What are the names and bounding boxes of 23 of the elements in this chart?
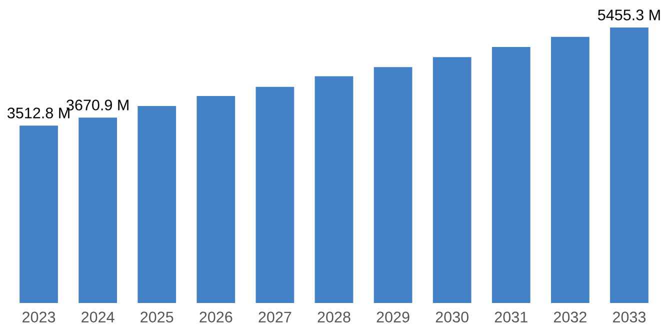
- bar: [374, 67, 412, 303]
- x-tick-label: 2023: [22, 312, 56, 322]
- bar: [432, 57, 472, 303]
- bar: [256, 86, 294, 303]
- x-tick-label: 2026: [200, 312, 232, 322]
- bar: [492, 46, 530, 303]
- x-tick-label: 2032: [554, 312, 586, 322]
- data-label: 5455.3 M: [598, 10, 660, 20]
- bar: [550, 36, 590, 303]
- x-tick-label: 2031: [494, 312, 528, 322]
- bar: [610, 28, 648, 303]
- bar: [78, 118, 118, 303]
- x-tick-label: 2033: [613, 312, 646, 322]
- x-tick-label: 2030: [436, 312, 468, 322]
- bar: [196, 96, 236, 303]
- x-tick-label: 2025: [140, 312, 174, 322]
- bar: [20, 126, 58, 303]
- x-tick-label: 2024: [82, 312, 114, 322]
- x-tick-label: 2029: [376, 312, 410, 322]
- x-tick-label: 2027: [258, 312, 292, 322]
- x-tick-label: 2028: [318, 312, 350, 322]
- bar: [138, 106, 176, 303]
- bar: [314, 76, 354, 303]
